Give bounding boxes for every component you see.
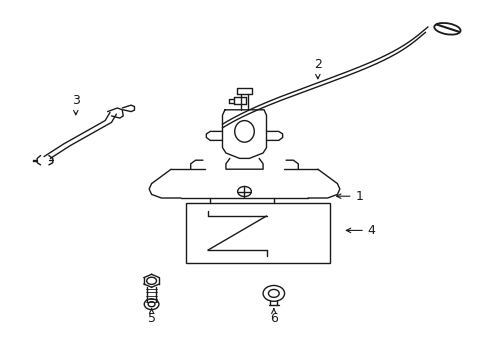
Text: 3: 3 bbox=[72, 94, 80, 115]
Text: 6: 6 bbox=[269, 309, 277, 325]
Text: 4: 4 bbox=[346, 224, 375, 237]
Text: 2: 2 bbox=[313, 58, 321, 79]
Text: 5: 5 bbox=[147, 309, 155, 325]
Bar bbox=[185, 203, 329, 263]
Text: 1: 1 bbox=[336, 190, 363, 203]
